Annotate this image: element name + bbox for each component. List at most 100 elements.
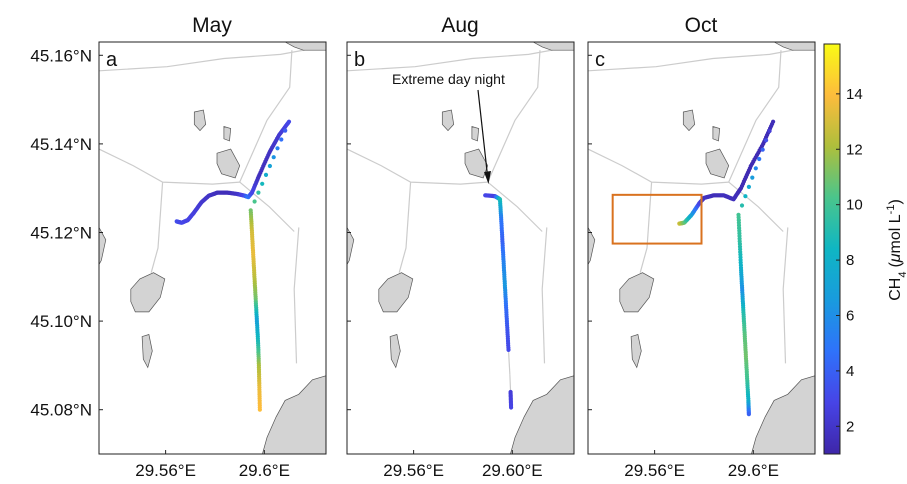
lon-tick-label: 29.6°E bbox=[239, 461, 290, 480]
colorbar-tick-label: 2 bbox=[846, 418, 854, 435]
track-point bbox=[508, 405, 514, 410]
panel-title: May bbox=[192, 14, 232, 37]
lat-tick-label: 45.10°N bbox=[30, 312, 92, 331]
road-vertical bbox=[782, 227, 789, 364]
lon-tick-label: 29.60°E bbox=[482, 461, 543, 480]
colorbar-label: CH4(μmol L-1) bbox=[885, 199, 907, 301]
track-point bbox=[279, 137, 284, 142]
panel-letter: a bbox=[106, 49, 118, 71]
track-point bbox=[271, 155, 276, 160]
panel-letter: b bbox=[354, 49, 365, 71]
lat-tick-labels: 45.16°N 45.14°N 45.12°N 45.10°N 45.08°N bbox=[30, 46, 592, 420]
colorbar-tick-label: 14 bbox=[846, 86, 863, 103]
coast-northeast bbox=[532, 42, 574, 51]
track-point bbox=[252, 199, 257, 204]
track-point bbox=[760, 147, 765, 152]
road-vertical bbox=[293, 227, 300, 364]
island-north-1 bbox=[441, 109, 455, 132]
axes-frame bbox=[587, 41, 816, 455]
road-north bbox=[588, 45, 815, 72]
track-point bbox=[757, 156, 762, 162]
track-point bbox=[743, 194, 748, 199]
road-diagonal bbox=[239, 50, 293, 183]
annotation-arrow-line bbox=[477, 89, 489, 181]
road-east bbox=[728, 181, 784, 232]
road-south bbox=[150, 182, 164, 273]
basemap-layer bbox=[347, 42, 574, 454]
island-north-3 bbox=[705, 148, 730, 179]
annotation-arrow-head bbox=[484, 171, 491, 184]
track-point bbox=[764, 138, 769, 143]
colorbar: 2 4 6 8 10 12 14 CH4(μmol L-1) bbox=[823, 43, 907, 455]
track-point bbox=[750, 175, 755, 180]
basemap-layer bbox=[99, 42, 326, 454]
road-diagonal bbox=[487, 50, 541, 183]
island-small-south bbox=[389, 334, 401, 369]
track-point bbox=[257, 407, 262, 412]
island-north-1 bbox=[193, 109, 207, 132]
track-point bbox=[771, 119, 776, 124]
panel-title: Aug bbox=[441, 14, 478, 37]
road-east bbox=[487, 181, 543, 232]
island-large bbox=[378, 272, 414, 313]
road-east bbox=[239, 181, 295, 232]
lat-tick-label: 45.12°N bbox=[30, 223, 92, 242]
road-diagonal bbox=[728, 50, 782, 183]
track-points bbox=[677, 119, 776, 417]
colorbar-tick-label: 8 bbox=[846, 252, 854, 269]
road-north bbox=[347, 45, 574, 72]
axes-frame bbox=[98, 41, 327, 455]
map-basemap bbox=[99, 42, 326, 454]
coast-southeast bbox=[510, 375, 574, 454]
track-point bbox=[739, 203, 745, 208]
coast-west bbox=[588, 227, 596, 266]
track-points bbox=[174, 119, 292, 412]
lat-tick-label: 45.14°N bbox=[30, 135, 92, 154]
lat-tick-label: 45.08°N bbox=[30, 401, 92, 420]
coast-west bbox=[347, 227, 355, 266]
lon-tick-labels: 29.56°E 29.60°E bbox=[383, 450, 543, 480]
track-point bbox=[256, 190, 261, 195]
lon-tick-labels: 29.56°E 29.6°E bbox=[624, 450, 779, 480]
panel-aug: Aug b Extreme day night 29.56°E 29.60°E bbox=[346, 14, 575, 480]
island-north-2 bbox=[223, 126, 232, 142]
annotation-label: Extreme day night bbox=[392, 71, 505, 87]
lat-tick-label: 45.16°N bbox=[30, 46, 92, 65]
highlight-box bbox=[611, 193, 703, 245]
island-small-south bbox=[630, 334, 642, 369]
track-point bbox=[753, 166, 758, 171]
basemap-layer bbox=[588, 42, 815, 454]
track-gap-segment bbox=[509, 374, 512, 393]
panel-oct: Oct c 29.56°E 29.6°E bbox=[587, 14, 816, 480]
colorbar-tick-label: 4 bbox=[846, 363, 854, 380]
track-point bbox=[267, 163, 272, 169]
colorbar-tick-label: 12 bbox=[846, 141, 863, 158]
lon-tick-label: 29.56°E bbox=[383, 461, 444, 480]
track-point bbox=[260, 181, 265, 186]
axes-frame bbox=[346, 41, 575, 455]
map-basemap bbox=[588, 42, 815, 454]
coast-west bbox=[99, 227, 107, 266]
lon-tick-label: 29.6°E bbox=[728, 461, 779, 480]
coast-southeast bbox=[262, 375, 326, 454]
island-large bbox=[130, 272, 166, 313]
island-large bbox=[619, 272, 655, 313]
track-points bbox=[483, 193, 514, 410]
track-point bbox=[263, 172, 269, 177]
track-point bbox=[283, 128, 288, 133]
track-point bbox=[506, 347, 511, 352]
track-gap-segment bbox=[508, 352, 511, 375]
colorbar-gradient bbox=[823, 43, 841, 455]
coast-northeast bbox=[284, 42, 326, 51]
island-north-3 bbox=[216, 148, 241, 179]
lon-tick-label: 29.56°E bbox=[135, 461, 196, 480]
panel-letter: c bbox=[595, 49, 605, 71]
track-point bbox=[746, 184, 752, 189]
colorbar-tick-label: 10 bbox=[846, 197, 863, 214]
island-north-2 bbox=[712, 126, 721, 142]
road-south bbox=[639, 182, 653, 273]
colorbar-tick-label: 6 bbox=[846, 307, 854, 324]
island-small-south bbox=[141, 334, 153, 369]
coast-southeast bbox=[751, 375, 815, 454]
